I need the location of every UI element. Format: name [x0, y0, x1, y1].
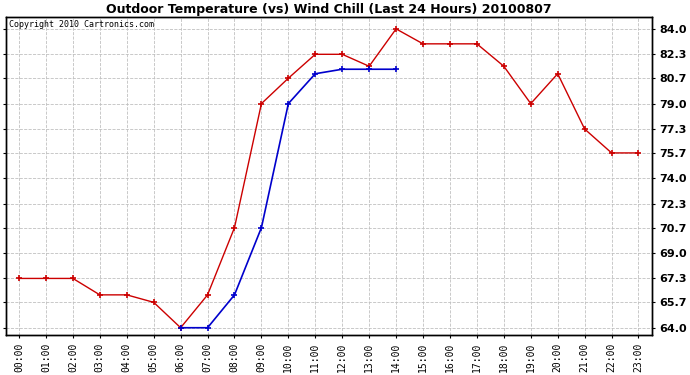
- Title: Outdoor Temperature (vs) Wind Chill (Last 24 Hours) 20100807: Outdoor Temperature (vs) Wind Chill (Las…: [106, 3, 551, 16]
- Text: Copyright 2010 Cartronics.com: Copyright 2010 Cartronics.com: [9, 20, 154, 29]
